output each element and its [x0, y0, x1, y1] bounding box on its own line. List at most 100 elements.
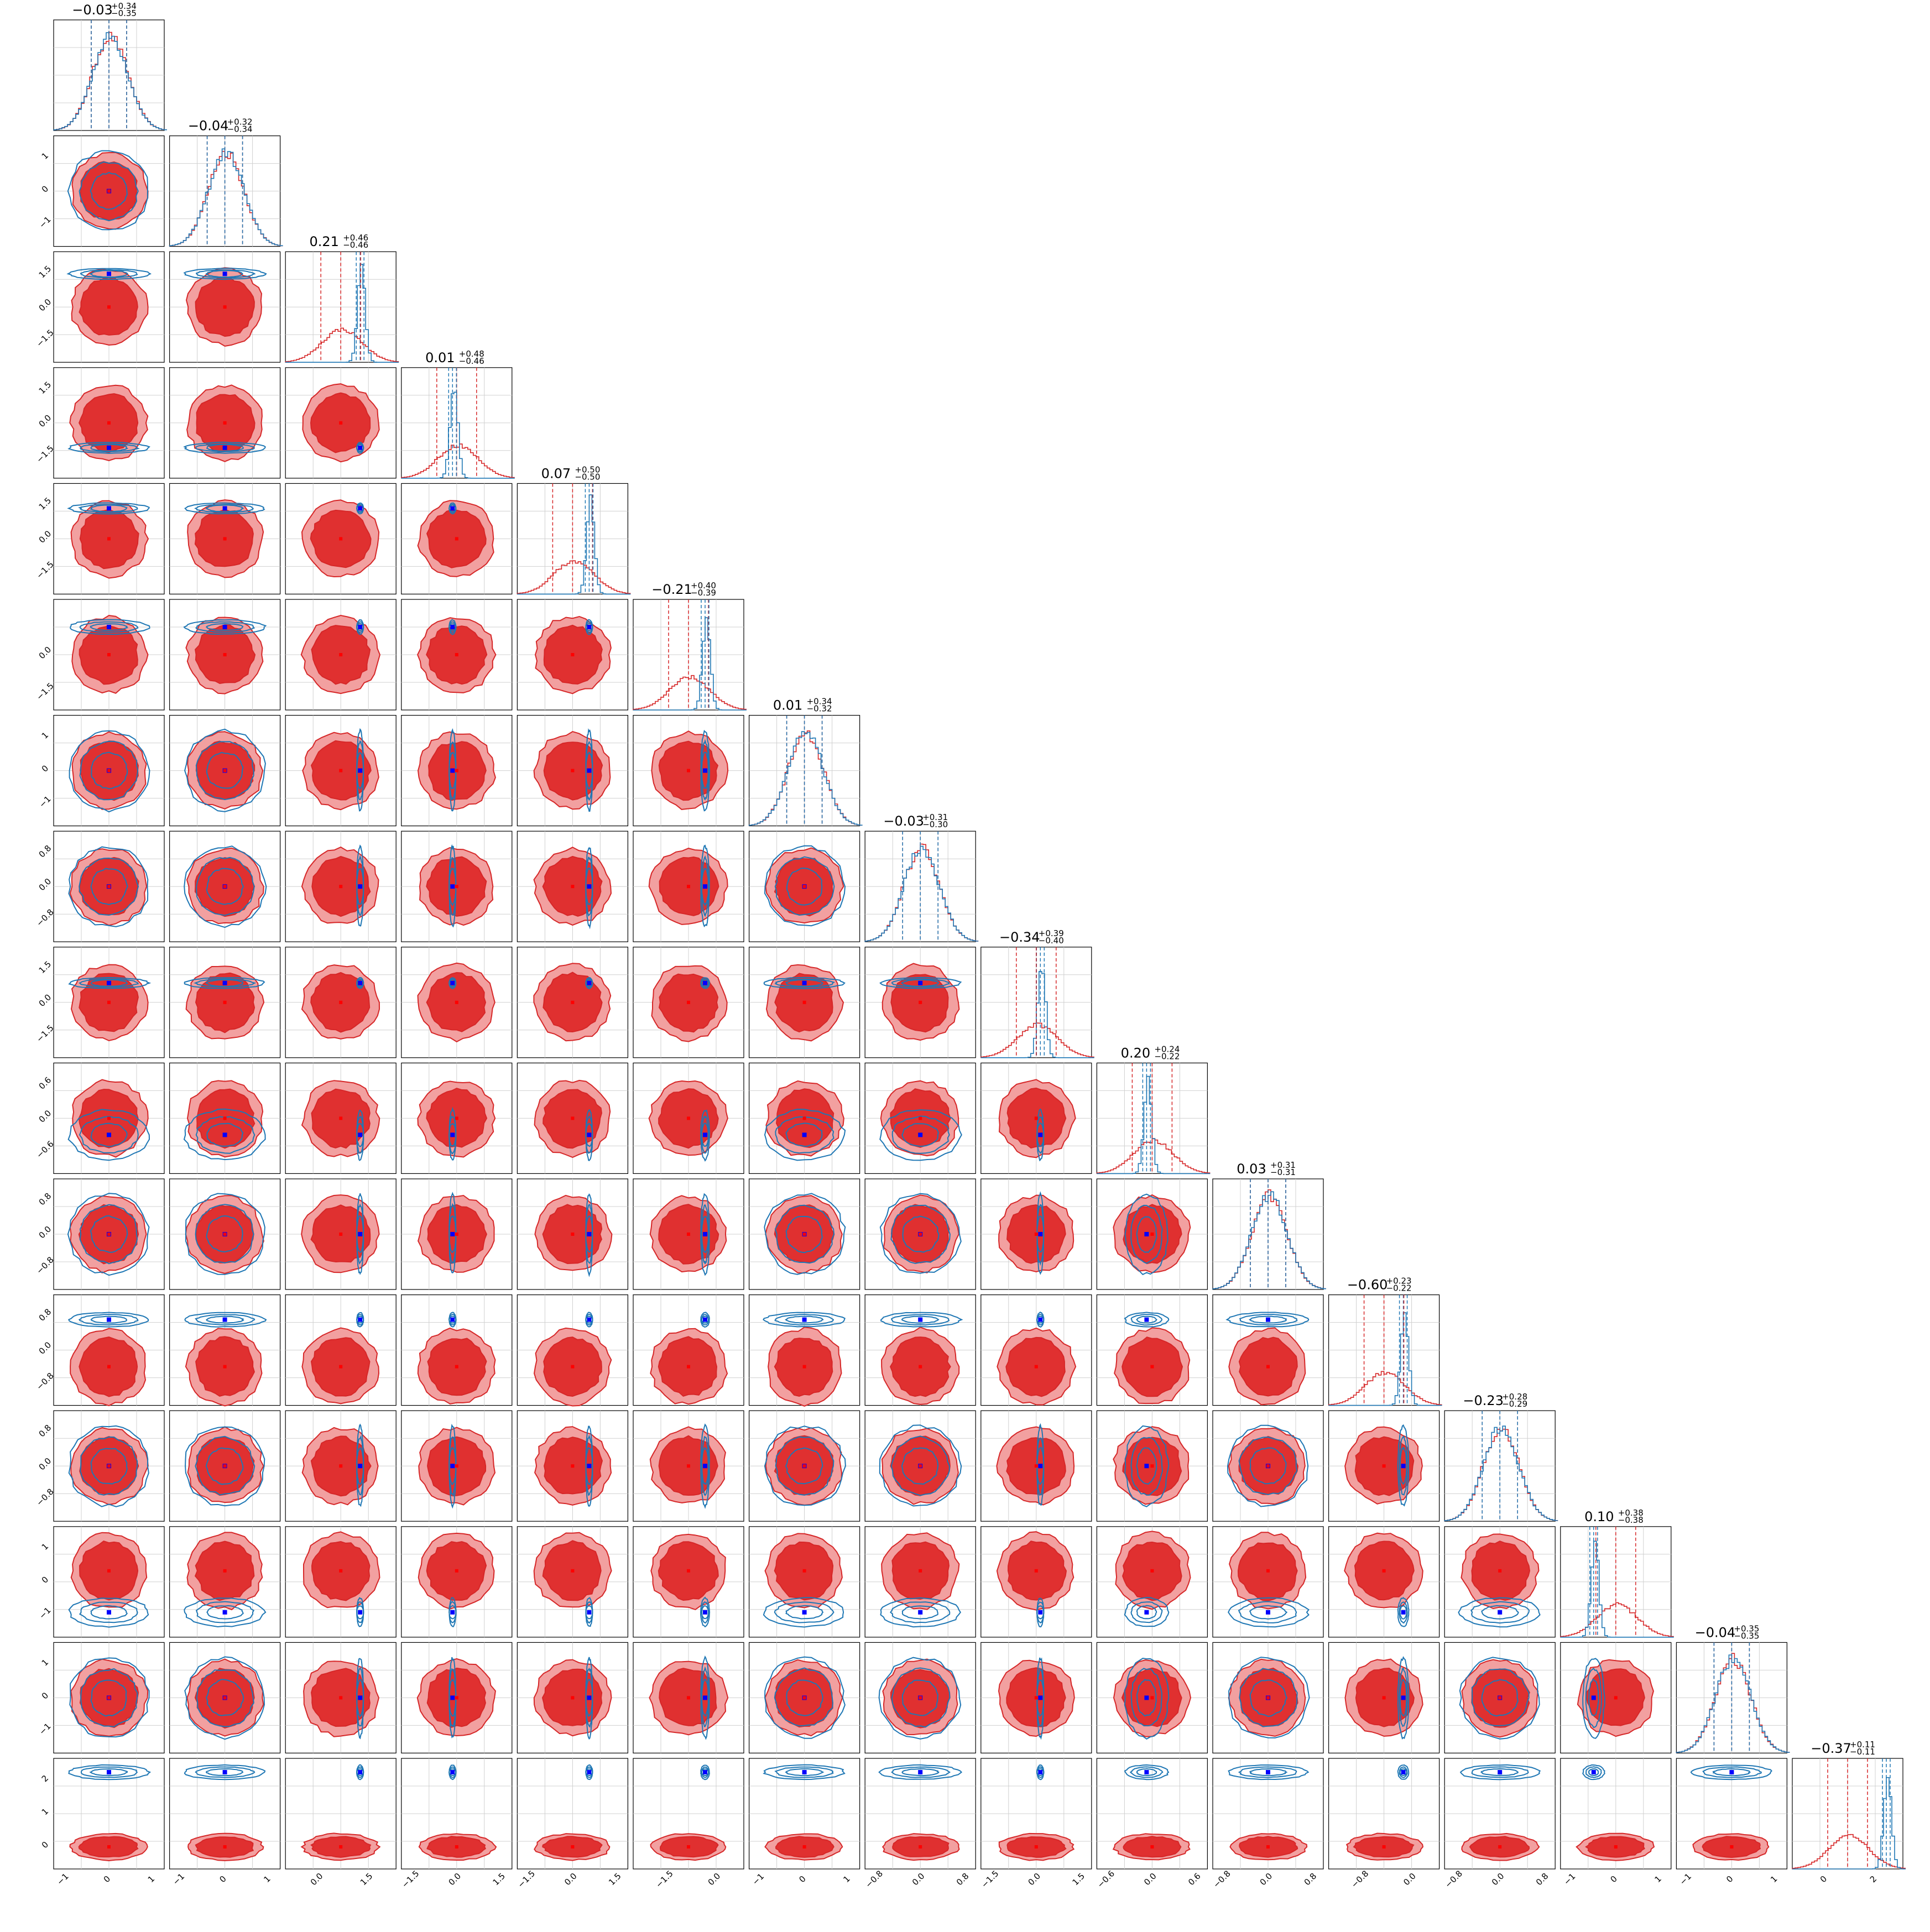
contour-b-level-1: [80, 1668, 138, 1727]
panel-14-9: [1096, 1642, 1208, 1753]
contour-b-level-2: [356, 504, 364, 513]
true-value-marker: [450, 1232, 455, 1236]
contour-b-level-0: [68, 977, 152, 989]
true-value-marker: [107, 1132, 111, 1137]
panel-8-4: [517, 947, 629, 1058]
true-value-marker: [450, 1464, 455, 1469]
true-value-marker: [703, 1695, 707, 1700]
contour-b-level-1: [80, 1766, 138, 1778]
panel-title-upper: +0.50: [575, 464, 600, 474]
reference-marker: [919, 1696, 922, 1700]
contour-b-level-2: [448, 751, 457, 790]
y-tick-label: 1: [40, 1657, 50, 1668]
contour-b-level-2: [1249, 1679, 1287, 1717]
panel-14-4: [517, 1642, 629, 1753]
panel-14-5: [633, 1642, 744, 1753]
panel-title-upper: +0.38: [1618, 1508, 1644, 1518]
panel-title-upper: +0.31: [1270, 1160, 1296, 1170]
reference-marker: [223, 885, 227, 889]
panel-14-11: [1328, 1642, 1440, 1753]
x-tick-label: 0: [1724, 1874, 1735, 1884]
panel-9-7: [864, 1062, 976, 1174]
contour-b-level-1: [1238, 1601, 1297, 1623]
contour-b-level-1: [1585, 1667, 1603, 1729]
reference-marker: [571, 1000, 575, 1004]
reference-marker: [1730, 1845, 1734, 1849]
contour-b-level-2: [785, 979, 823, 988]
contour-b-level-0: [763, 1764, 846, 1780]
reference-marker: [571, 1233, 575, 1236]
true-value-marker: [107, 1317, 111, 1322]
histogram-a: [1792, 1834, 1906, 1869]
panel-6-5: [633, 714, 744, 827]
contour-b-level-2: [1136, 1605, 1157, 1620]
contour-b-level-2: [205, 1768, 244, 1777]
reference-marker: [802, 1365, 806, 1369]
true-value-marker: [107, 1610, 111, 1615]
contour-b-level-0: [184, 728, 266, 812]
contour-b-level-2: [585, 1215, 593, 1253]
true-value-marker: [222, 271, 227, 276]
contour-b-level-0: [184, 845, 267, 928]
panel-11-3: [401, 1294, 513, 1406]
y-tick-label: 1.5: [37, 379, 54, 396]
panel-7-4: [517, 831, 629, 942]
contour-b-level-1: [1471, 1766, 1529, 1778]
true-value-marker: [450, 1610, 455, 1615]
panel-12-1: [169, 1410, 281, 1522]
panel-9-2: [285, 1062, 397, 1174]
panel-14-13: [1560, 1642, 1672, 1753]
contour-b-level-0: [700, 1596, 711, 1628]
contour-b-level-2: [448, 1768, 457, 1777]
contour-b-level-1: [774, 856, 835, 916]
contour-b-level-2: [90, 1315, 128, 1324]
panel-11-5: [633, 1294, 744, 1406]
contour-b-level-0: [763, 977, 846, 989]
panel-title-median: −0.60: [1347, 1277, 1388, 1293]
diagonal-panel-8: −0.34+0.39−0.40: [980, 928, 1094, 1058]
contour-b-level-0: [763, 1597, 844, 1628]
contour-b-level-1: [194, 504, 254, 513]
true-value-marker: [587, 1770, 592, 1774]
contour-b-level-0: [67, 1193, 150, 1276]
reference-marker: [919, 1233, 922, 1236]
reference-marker: [455, 1233, 458, 1236]
true-value-marker: [1144, 1464, 1149, 1469]
reference-marker: [1266, 1464, 1270, 1468]
reference-marker: [687, 1116, 690, 1120]
true-value-marker: [450, 1770, 455, 1774]
reference-marker: [1382, 1464, 1386, 1468]
contour-b-level-0: [67, 1312, 149, 1328]
true-value-marker: [222, 1610, 227, 1615]
diagonal-panel-5: −0.21+0.40−0.39: [633, 581, 747, 711]
contour-b-level-2: [448, 1678, 457, 1717]
true-value-marker: [1401, 1695, 1406, 1700]
panel-title-upper: +0.11: [1850, 1740, 1875, 1750]
x-tick-label: 1.5: [1070, 1871, 1087, 1888]
reference-marker: [802, 1233, 806, 1236]
panel-12-10: [1212, 1410, 1324, 1522]
contour-b-level-2: [1036, 1315, 1045, 1324]
panel-title-median: 0.20: [1121, 1045, 1150, 1061]
panel-title-lower: −0.34: [227, 124, 253, 134]
contour-b-level-2: [785, 1605, 824, 1620]
contour-b-level-0: [700, 1764, 710, 1780]
panel-title-lower: −0.31: [1270, 1167, 1296, 1177]
contour-b-level-1: [195, 1766, 255, 1778]
contour-b-level-2: [701, 1768, 710, 1777]
panel-title-lower: −0.40: [1039, 936, 1064, 946]
reference-marker: [687, 1000, 690, 1004]
panel-6-2: [285, 714, 397, 827]
contour-b-level-1: [79, 621, 139, 633]
diagonal-panel-10: 0.03 +0.31−0.31: [1212, 1160, 1326, 1290]
contour-b-level-0: [1397, 1424, 1410, 1507]
contour-b-level-2: [1399, 1446, 1407, 1485]
diagonal-panel-2: 0.21 +0.46−0.46: [285, 233, 399, 363]
contour-b-level-0: [879, 1424, 962, 1507]
contour-b-level-2: [448, 979, 457, 987]
reference-marker: [339, 769, 343, 772]
contour-b-level-2: [356, 443, 364, 452]
contour-b-level-2: [785, 1768, 825, 1777]
panel-15-3: −1.5 0.0 1.5: [400, 1758, 513, 1890]
panel-12-4: [517, 1410, 629, 1522]
